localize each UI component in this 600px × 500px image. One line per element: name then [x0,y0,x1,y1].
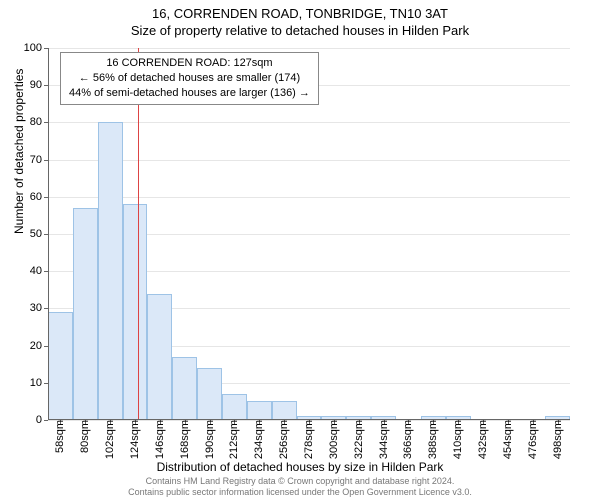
x-tick-label: 124sqm [129,420,141,459]
y-tick-label: 70 [30,154,48,166]
annotation-line: 44% of semi-detached houses are larger (… [69,86,310,101]
x-tick-label: 80sqm [79,420,91,453]
x-tick-label: 278sqm [303,420,315,459]
x-tick-label: 476sqm [527,420,539,459]
page-title: 16, CORRENDEN ROAD, TONBRIDGE, TN10 3AT [0,6,600,21]
y-tick-label: 100 [24,42,48,54]
grid-line [48,160,570,161]
x-tick-label: 234sqm [253,420,265,459]
histogram-bar [272,401,297,420]
y-tick-label: 30 [30,302,48,314]
x-tick-label: 146sqm [154,420,166,459]
histogram-chart: 010203040506070809010058sqm80sqm102sqm12… [48,48,570,420]
grid-line [48,197,570,198]
x-tick-label: 102sqm [104,420,116,459]
y-tick-label: 40 [30,265,48,277]
page-subtitle: Size of property relative to detached ho… [0,23,600,38]
y-axis [48,48,49,420]
footer-line-2: Contains public sector information licen… [0,487,600,498]
histogram-bar [73,208,98,420]
x-tick-label: 454sqm [502,420,514,459]
histogram-bar [147,294,172,420]
y-tick-label: 90 [30,79,48,91]
x-tick-label: 212sqm [228,420,240,459]
y-tick-label: 0 [36,414,48,426]
x-tick-label: 58sqm [54,420,66,453]
x-tick-label: 498sqm [552,420,564,459]
y-tick-label: 60 [30,191,48,203]
footer-line-1: Contains HM Land Registry data © Crown c… [0,476,600,487]
y-tick-label: 80 [30,116,48,128]
footer-attribution: Contains HM Land Registry data © Crown c… [0,476,600,499]
x-axis-label: Distribution of detached houses by size … [0,460,600,474]
histogram-bar [197,368,222,420]
grid-line [48,48,570,49]
grid-line [48,122,570,123]
x-tick-label: 366sqm [402,420,414,459]
x-tick-label: 256sqm [278,420,290,459]
y-tick-label: 50 [30,228,48,240]
x-tick-label: 410sqm [452,420,464,459]
x-tick-label: 300sqm [328,420,340,459]
x-tick-label: 344sqm [378,420,390,459]
x-tick-label: 190sqm [204,420,216,459]
y-axis-label: Number of detached properties [12,69,26,234]
histogram-bar [222,394,247,420]
y-tick-label: 10 [30,377,48,389]
annotation-line: 16 CORRENDEN ROAD: 127sqm [69,56,310,71]
y-tick-label: 20 [30,340,48,352]
x-tick-label: 432sqm [477,420,489,459]
histogram-bar [247,401,272,420]
histogram-bar [172,357,197,420]
x-tick-label: 168sqm [179,420,191,459]
histogram-bar [48,312,73,420]
x-tick-label: 388sqm [427,420,439,459]
histogram-bar [98,122,123,420]
annotation-box: 16 CORRENDEN ROAD: 127sqm← 56% of detach… [60,52,319,105]
histogram-bar [123,204,148,420]
annotation-line: ← 56% of detached houses are smaller (17… [69,71,310,86]
x-tick-label: 322sqm [353,420,365,459]
